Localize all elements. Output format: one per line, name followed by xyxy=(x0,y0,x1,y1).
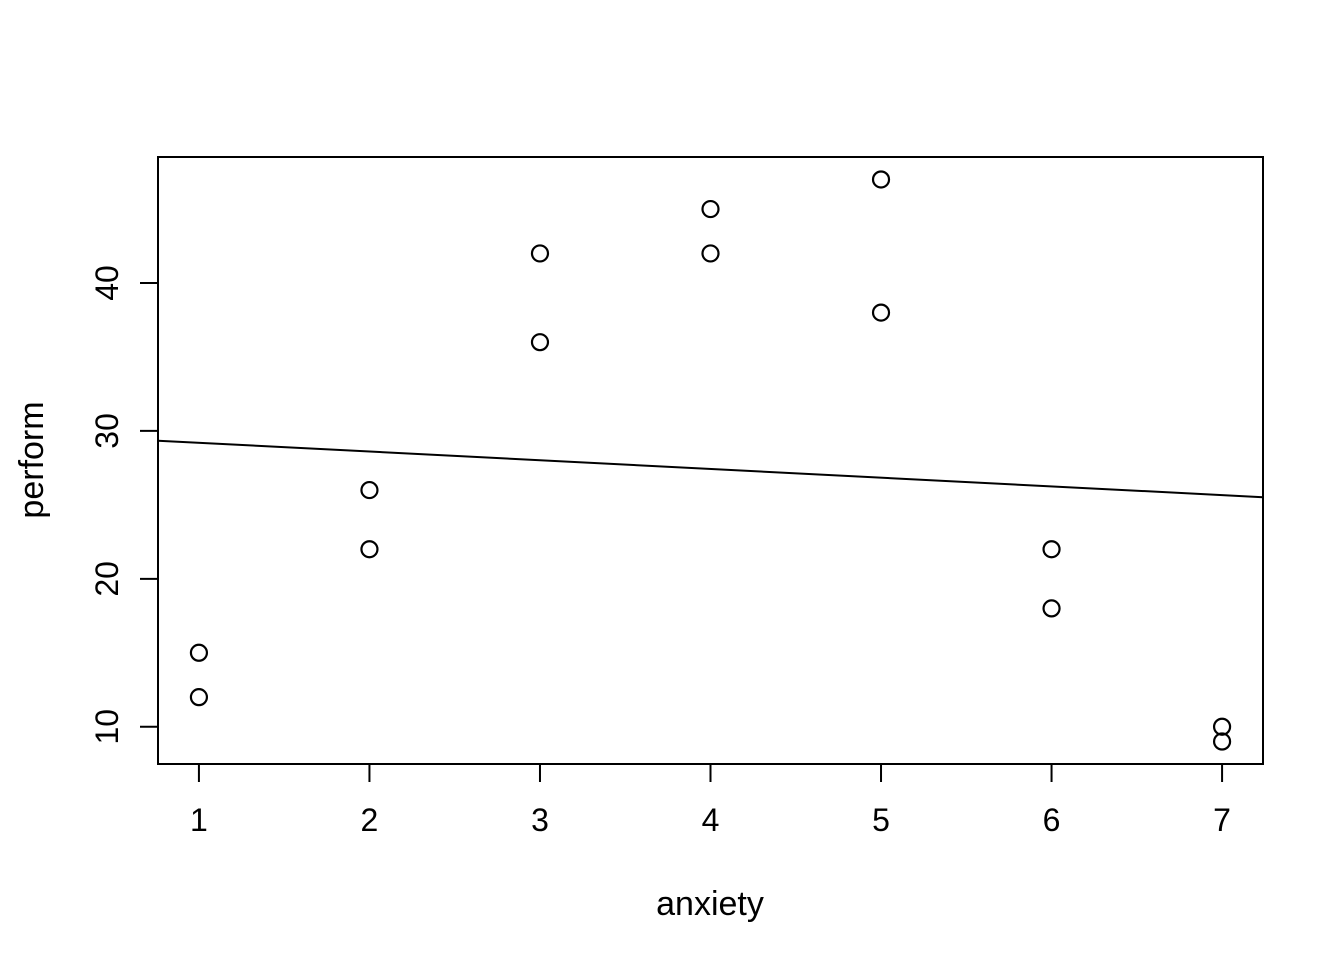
y-tick-label: 40 xyxy=(89,265,125,301)
y-axis-label: perform xyxy=(13,401,51,518)
y-tick-label: 20 xyxy=(89,561,125,597)
data-point xyxy=(871,170,891,189)
data-point xyxy=(530,333,550,352)
data-point xyxy=(871,303,891,322)
data-point xyxy=(189,688,209,707)
plot-area-border xyxy=(157,156,1264,765)
x-axis-label: anxiety xyxy=(656,885,764,923)
y-tick-label: 10 xyxy=(89,709,125,745)
data-point xyxy=(701,199,720,219)
x-axis: 1 2 3 4 5 6 7 xyxy=(190,764,1231,838)
x-tick-label: 2 xyxy=(361,802,379,838)
data-point xyxy=(701,244,720,263)
y-tick-label: 30 xyxy=(89,413,125,449)
data-point xyxy=(360,540,379,559)
x-tick-label: 3 xyxy=(531,802,549,838)
data-point xyxy=(1212,717,1232,736)
data-point xyxy=(1042,540,1061,559)
data-point xyxy=(360,480,379,500)
x-tick-label: 6 xyxy=(1043,802,1061,838)
x-tick-label: 4 xyxy=(702,802,720,838)
x-tick-label: 1 xyxy=(190,802,208,838)
data-point xyxy=(1042,599,1061,618)
data-point xyxy=(189,643,209,662)
regression-line xyxy=(157,439,1264,499)
data-points xyxy=(189,170,1232,751)
x-tick-label: 7 xyxy=(1213,802,1231,838)
y-axis: 10 20 30 40 xyxy=(89,265,158,745)
x-tick-label: 5 xyxy=(872,802,890,838)
data-point xyxy=(1212,732,1232,751)
data-point xyxy=(530,244,550,263)
